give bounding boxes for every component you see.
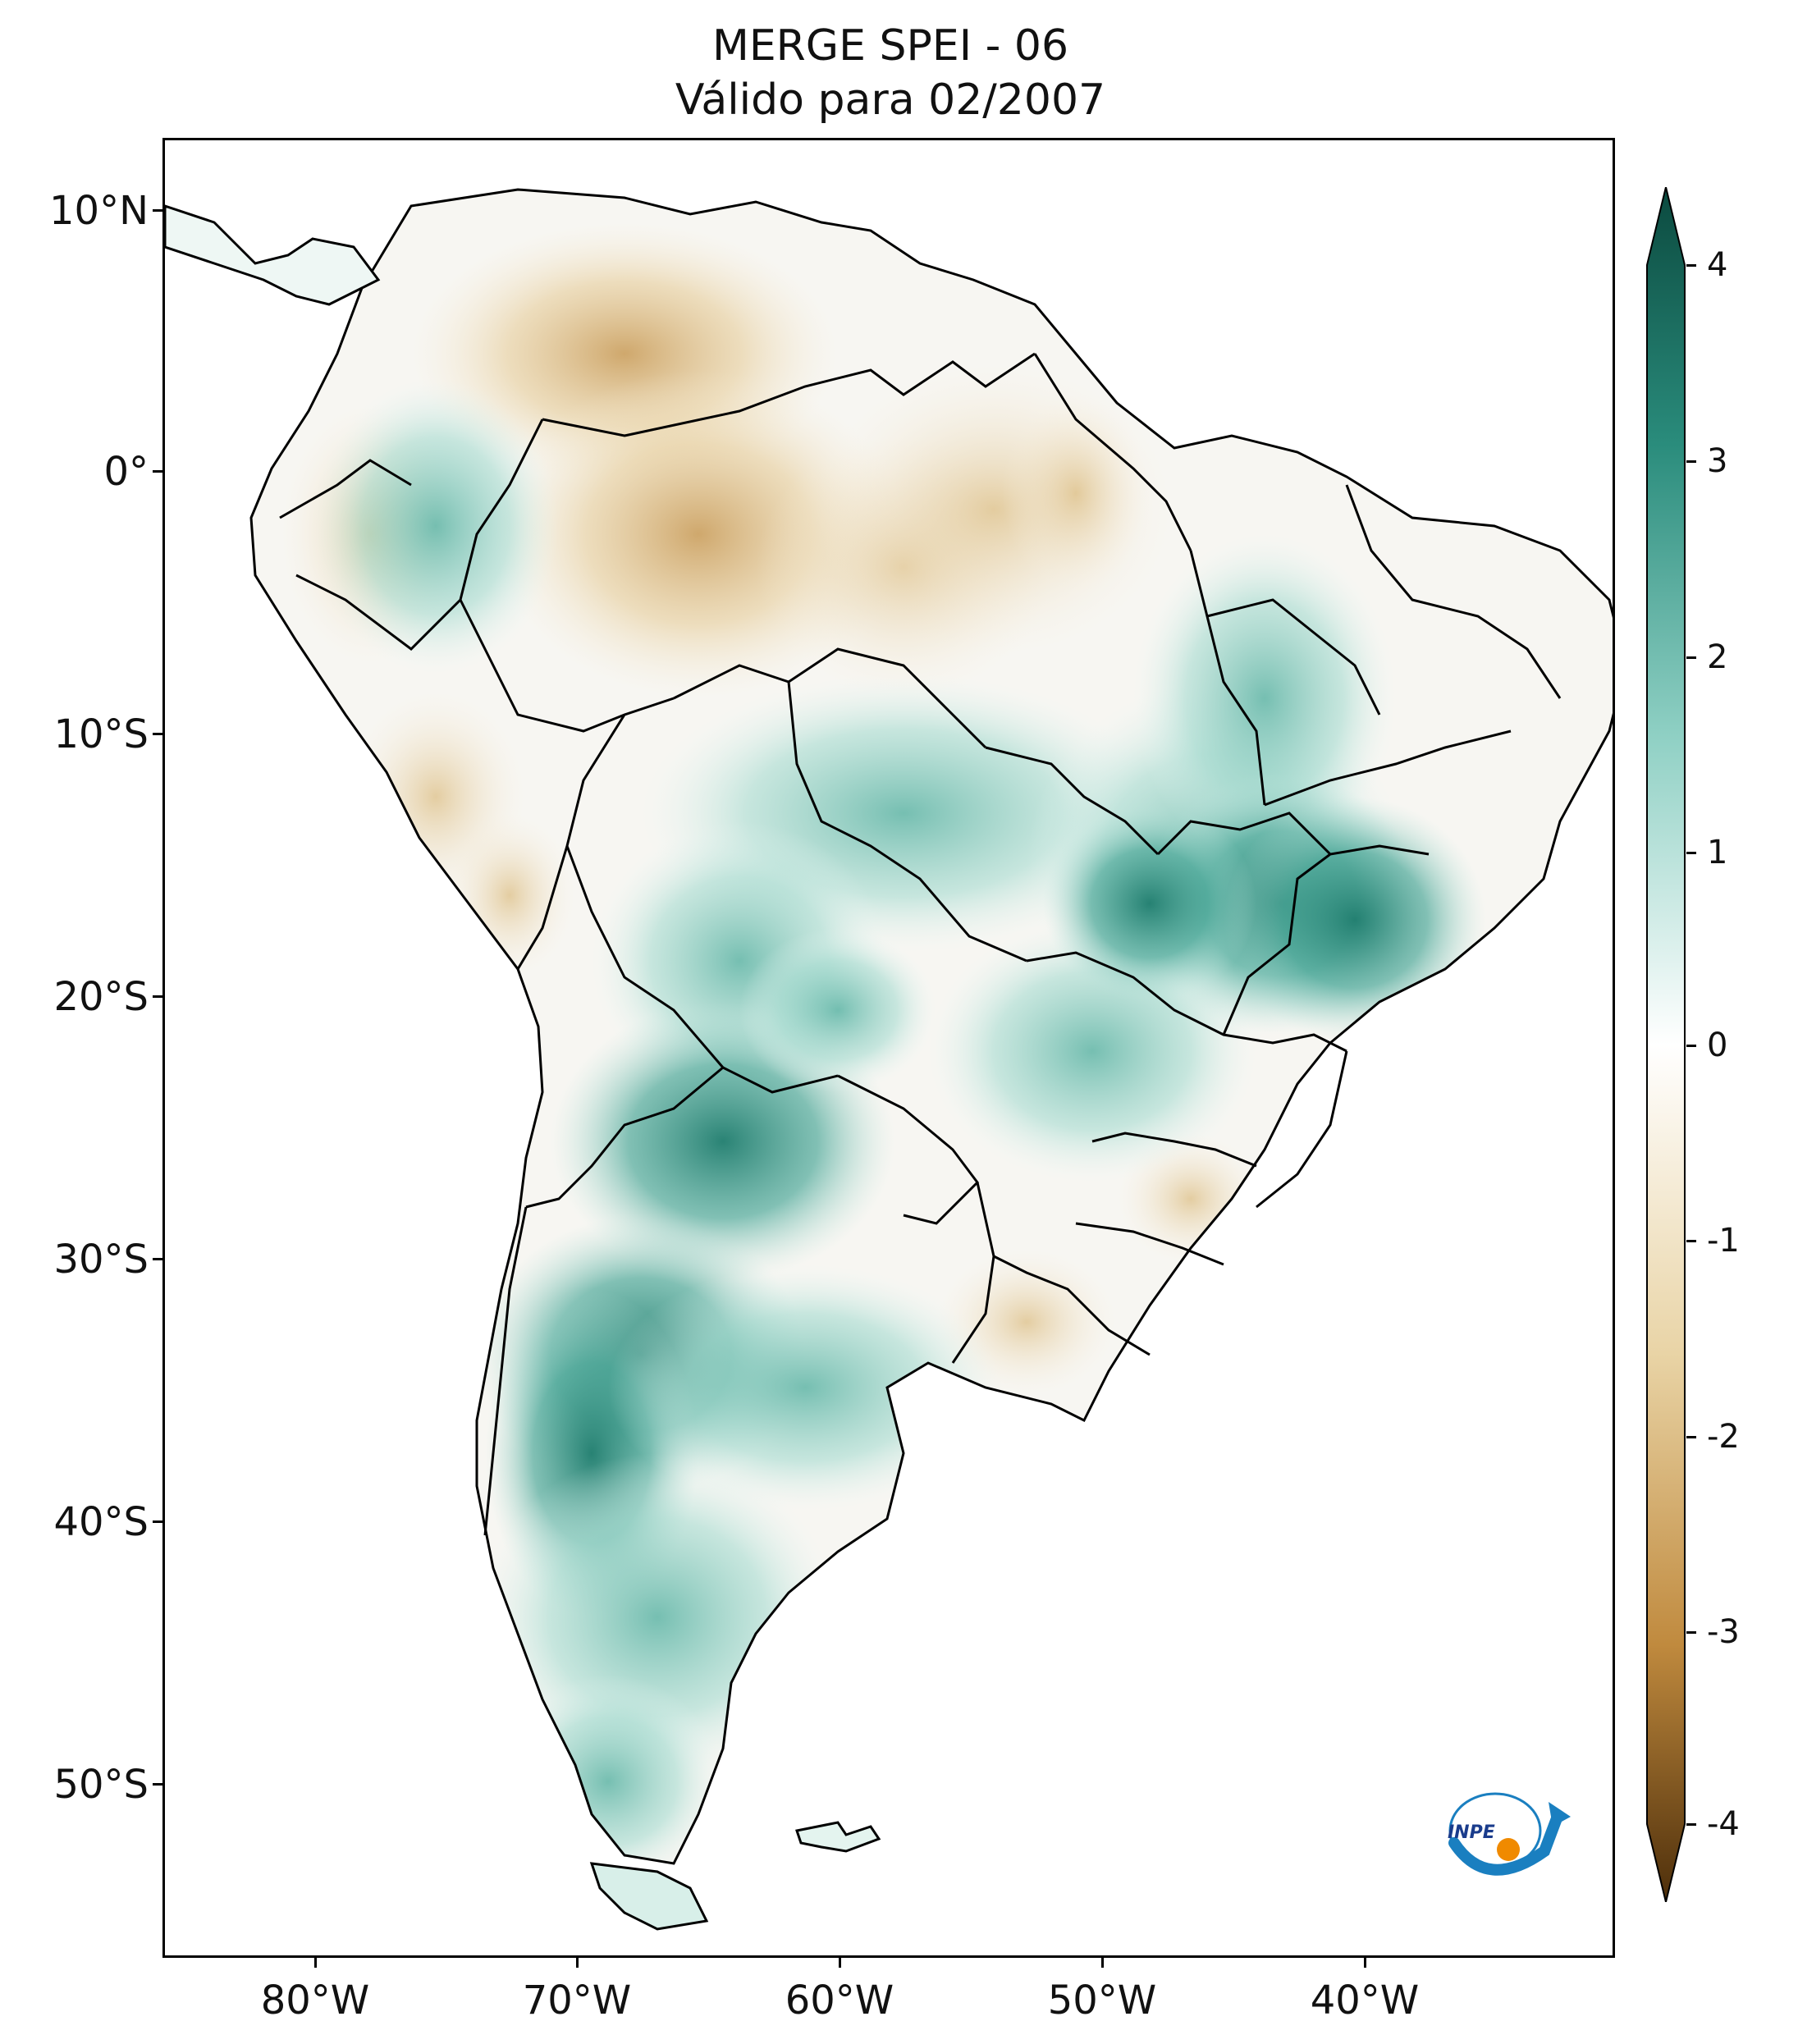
colorbar-tickmark [1686, 1436, 1696, 1438]
central-america [165, 204, 381, 306]
lon-tick-label: 80°W [260, 1978, 370, 2023]
colorbar-label: 4 [1707, 246, 1728, 284]
colorbar-label: -4 [1707, 1805, 1740, 1843]
colorbar-label: 0 [1707, 1027, 1728, 1064]
colorbar-label: -3 [1707, 1613, 1740, 1651]
map-area [162, 138, 1615, 1958]
lon-tick-label: 60°W [785, 1978, 894, 2023]
colorbar-tickmark [1686, 1631, 1696, 1634]
lat-tickmark [153, 1258, 162, 1260]
lat-tickmark [153, 1520, 162, 1523]
logo-text: INPE [1448, 1822, 1495, 1843]
lat-tickmark [153, 995, 162, 998]
map-subtitle: Válido para 02/2007 [675, 75, 1106, 125]
lat-tickmark [153, 470, 162, 473]
lat-tickmark [153, 733, 162, 735]
colorbar-tickmark [1686, 1823, 1696, 1826]
colorbar [1646, 187, 1686, 1902]
lon-tick-label: 50°W [1047, 1978, 1157, 2023]
lat-tick-label: 10°N [49, 188, 149, 234]
coastline [249, 188, 1613, 1865]
lon-tickmark [1101, 1958, 1104, 1968]
colorbar-tickmark [1686, 656, 1696, 659]
map-title: MERGE SPEI - 06 [711, 21, 1069, 71]
colorbar-label: 1 [1707, 834, 1728, 871]
falkland-islands [795, 1821, 881, 1853]
lat-tickmark [153, 209, 162, 212]
colorbar-tickmark [1686, 1240, 1696, 1242]
lon-tickmark [839, 1958, 841, 1968]
lon-tick-label: 70°W [522, 1978, 632, 2023]
colorbar-label: 3 [1707, 442, 1728, 480]
colorbar-label: 2 [1707, 638, 1728, 676]
south-america-map [165, 188, 1613, 1931]
political-borders [279, 352, 1562, 1536]
lon-tickmark [576, 1958, 579, 1968]
colorbar-tickmark [1686, 460, 1696, 463]
lat-tick-label: 10°S [53, 711, 149, 757]
lat-tick-label: 50°S [53, 1762, 149, 1808]
lat-tick-label: 30°S [53, 1237, 149, 1283]
colorbar-tickmark [1686, 1045, 1696, 1047]
colorbar-label: -2 [1707, 1418, 1740, 1456]
colorbar-tickmark [1686, 852, 1696, 854]
lon-tick-label: 40°W [1310, 1978, 1420, 2023]
lat-tick-label: 20°S [53, 974, 149, 1020]
inpe-logo: INPE [1448, 1792, 1571, 1876]
lat-tick-label: 0° [103, 449, 149, 495]
lat-tick-label: 40°S [53, 1499, 149, 1545]
lon-tickmark [1364, 1958, 1366, 1968]
tierra-del-fuego [589, 1862, 709, 1931]
lon-tickmark [314, 1958, 317, 1968]
colorbar-tickmark [1686, 264, 1696, 267]
colorbar-gradient [1646, 187, 1686, 1902]
lat-tickmark [153, 1783, 162, 1786]
colorbar-label: -1 [1707, 1222, 1740, 1260]
